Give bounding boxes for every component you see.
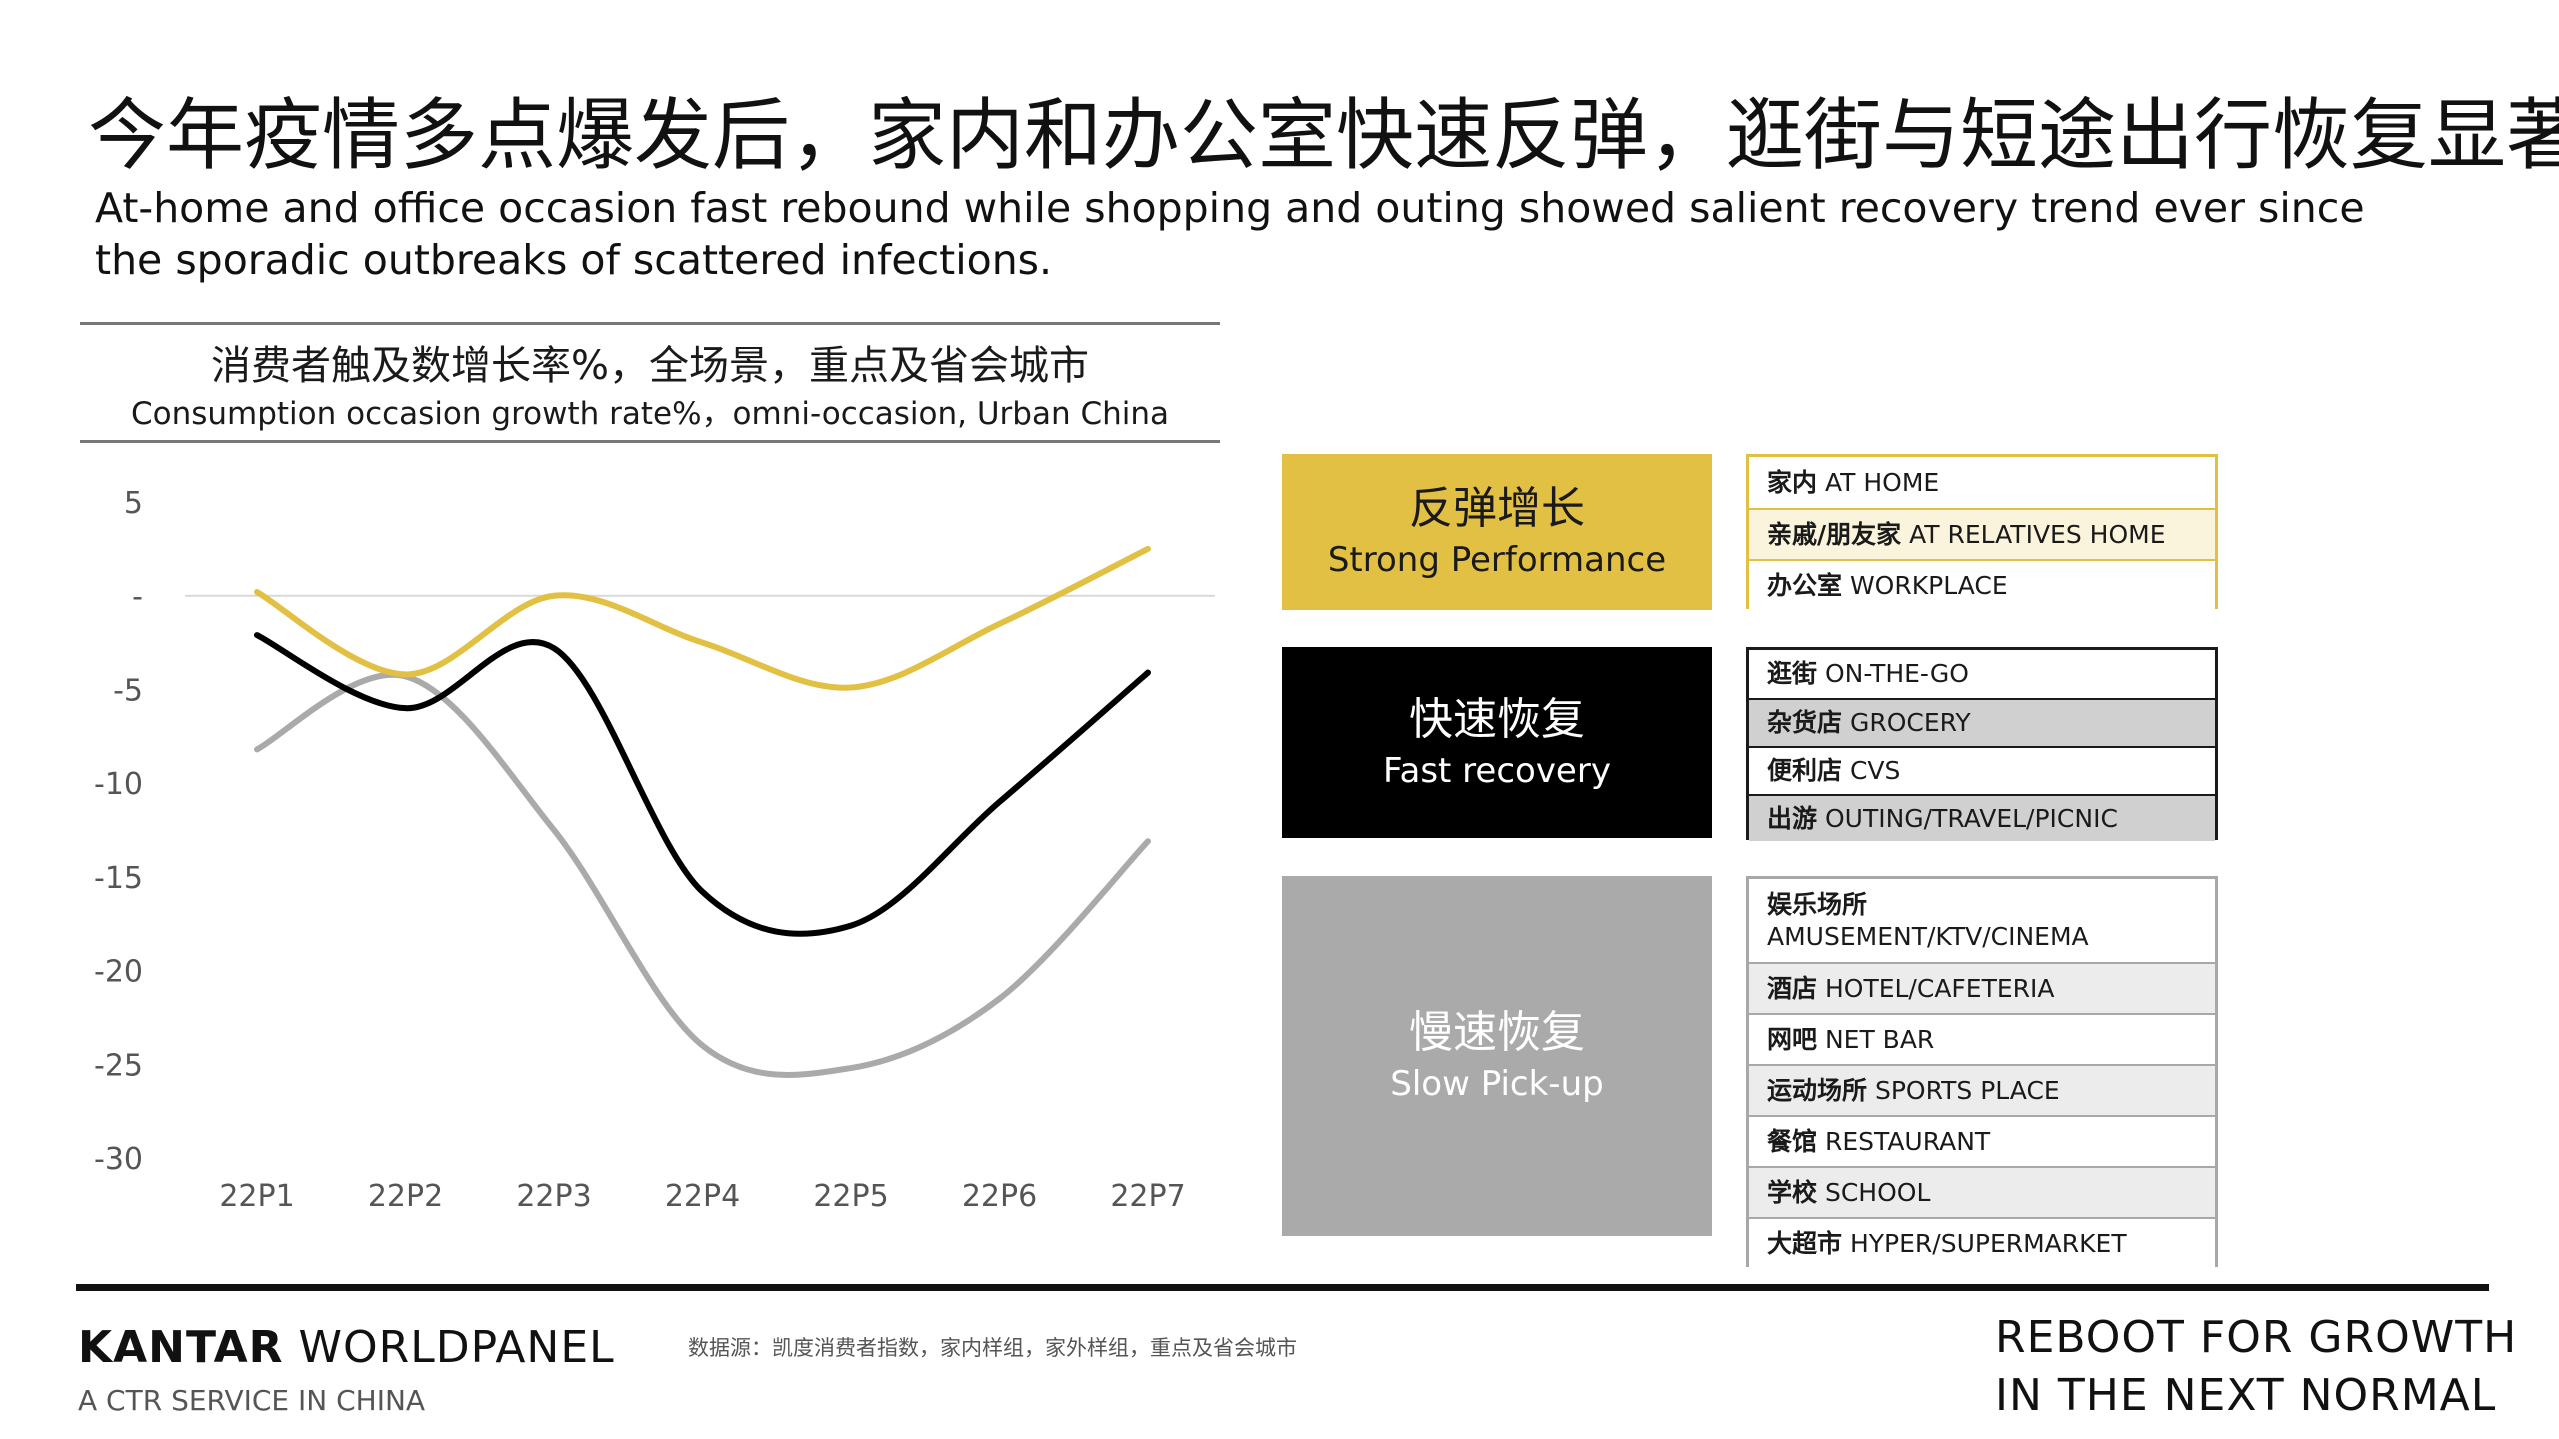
occasion-cn: 家内 xyxy=(1767,467,1818,497)
y-tick-label: -10 xyxy=(94,767,143,802)
group-name-en: Fast recovery xyxy=(1383,750,1611,791)
occasion-item: 餐馆 RESTAURANT xyxy=(1749,1115,2215,1166)
occasion-list-2: 逛街 ON-THE-GO 杂货店 GROCERY 便利店 CVS 出游 OUTING/… xyxy=(1746,647,2218,841)
x-tick-label: 22P2 xyxy=(368,1179,443,1214)
page-subtitle: At-home and office occasion fast rebound… xyxy=(95,184,2365,284)
occasion-cn: 杂货店 xyxy=(1767,708,1843,737)
occasion-en: GROCERY xyxy=(1842,708,1971,737)
occasion-en: AMUSEMENT/KTV/CINEMA xyxy=(1767,921,2089,951)
occasion-item: 逛街 ON-THE-GO xyxy=(1749,650,2215,698)
occasion-en: AT HOME xyxy=(1817,467,1940,497)
x-tick-label: 22P7 xyxy=(1110,1179,1185,1214)
y-tick-label: -20 xyxy=(94,955,143,990)
y-tick-label: -25 xyxy=(94,1048,143,1083)
series-line-1 xyxy=(254,545,1151,691)
chart-title-rule xyxy=(80,440,1220,443)
x-tick-label: 22P1 xyxy=(219,1179,294,1214)
occasion-cn: 大超市 xyxy=(1767,1228,1843,1258)
chart-title: 消费者触及数增长率%，全场景，重点及省会城市 xyxy=(210,343,1089,389)
occasion-en: OUTING/TRAVEL/PICNIC xyxy=(1817,803,2118,833)
y-tick-label: 5 xyxy=(124,486,143,521)
occasion-item: 酒店 HOTEL/CAFETERIA xyxy=(1749,962,2215,1013)
occasion-cn: 亲戚/朋友家 xyxy=(1767,519,1902,549)
occasion-item: 杂货店 GROCERY xyxy=(1749,698,2215,746)
occasion-cn: 娱乐场所 xyxy=(1767,889,1868,919)
x-tick-label: 22P4 xyxy=(665,1179,740,1214)
x-tick-label: 22P5 xyxy=(813,1179,888,1214)
group-box-1: 反弹增长 Strong Performance xyxy=(1282,454,1712,610)
occasion-cn: 运动场所 xyxy=(1767,1075,1868,1105)
occasion-en: CVS xyxy=(1842,756,1901,785)
x-tick-label: 22P3 xyxy=(516,1179,591,1214)
brand-subline: A CTR SERVICE IN CHINA xyxy=(78,1384,426,1417)
tagline-line-2: IN THE NEXT NORMAL xyxy=(1995,1370,2497,1421)
occasion-en: ON-THE-GO xyxy=(1817,659,1969,688)
occasion-en: HOTEL/CAFETERIA xyxy=(1817,973,2055,1003)
growth-line-chart: 5 - -5 -10 -15 -20 -25 -30 22P1 22P2 22P3 22P4 22P5 2… xyxy=(94,486,1215,1214)
occasion-cn: 逛街 xyxy=(1767,659,1818,688)
y-tick-label: - xyxy=(132,580,143,615)
y-tick-label: -15 xyxy=(94,861,143,896)
occasion-item: 学校 SCHOOL xyxy=(1749,1166,2215,1217)
chart-subtitle: Consumption occasion growth rate%，omni-o… xyxy=(130,396,1170,432)
occasion-item: 家内 AT HOME xyxy=(1749,457,2215,508)
group-name-cn: 快速恢复 xyxy=(1409,693,1585,745)
occasion-cn: 出游 xyxy=(1767,803,1818,833)
occasion-cn: 便利店 xyxy=(1767,756,1843,785)
occasion-en: AT RELATIVES HOME xyxy=(1901,519,2166,549)
occasion-item: 网吧 NET BAR xyxy=(1749,1013,2215,1064)
occasion-en: HYPER/SUPERMARKET xyxy=(1842,1228,2127,1258)
tagline-line-1: REBOOT FOR GROWTH xyxy=(1995,1312,2518,1363)
occasion-item: 大超市 HYPER/SUPERMARKET xyxy=(1749,1217,2215,1268)
occasion-en: RESTAURANT xyxy=(1817,1126,1991,1156)
occasion-en: NET BAR xyxy=(1817,1024,1935,1054)
occasion-cn: 办公室 xyxy=(1767,570,1843,600)
footer-rule xyxy=(76,1284,2489,1291)
page-title: 今年疫情多点爆发后，家内和办公室快速反弹，逛街与短途出行恢复显著 xyxy=(88,91,2559,181)
group-name-cn: 反弹增长 xyxy=(1409,483,1585,534)
occasion-item: 出游 OUTING/TRAVEL/PICNIC xyxy=(1749,794,2215,841)
occasion-list-1: 家内 AT HOME 亲戚/朋友家 AT RELATIVES HOME 办公室 WO… xyxy=(1746,454,2218,610)
occasion-cn: 餐馆 xyxy=(1767,1126,1818,1156)
occasion-item: 娱乐场所 AMUSEMENT/KTV/CINEMA xyxy=(1749,879,2215,962)
occasion-item: 办公室 WORKPLACE xyxy=(1749,559,2215,610)
data-source-note: 数据源：凯度消费者指数，家内样组，家外样组，重点及省会城市 xyxy=(688,1336,1297,1360)
group-box-3: 慢速恢复 Slow Pick-up xyxy=(1282,876,1712,1236)
occasion-item: 便利店 CVS xyxy=(1749,746,2215,794)
chart-top-rule xyxy=(80,322,1220,325)
series-line-2 xyxy=(254,632,1151,937)
y-tick-label: -30 xyxy=(94,1142,143,1177)
occasion-cn: 酒店 xyxy=(1767,973,1818,1003)
occasion-cn: 网吧 xyxy=(1767,1024,1818,1054)
x-tick-label: 22P6 xyxy=(962,1179,1037,1214)
brand-logo: KANTAR WORLDPANEL xyxy=(78,1322,615,1373)
occasion-item: 亲戚/朋友家 AT RELATIVES HOME xyxy=(1749,508,2215,559)
occasion-item: 运动场所 SPORTS PLACE xyxy=(1749,1064,2215,1115)
occasion-en: SCHOOL xyxy=(1817,1177,1931,1207)
y-tick-label: -5 xyxy=(113,673,143,708)
series-line-3 xyxy=(254,671,1151,1078)
group-box-2: 快速恢复 Fast recovery xyxy=(1282,647,1712,838)
occasion-en: WORKPLACE xyxy=(1842,570,2008,600)
group-name-cn: 慢速恢复 xyxy=(1409,1007,1585,1058)
group-name-en: Strong Performance xyxy=(1327,540,1667,580)
group-name-en: Slow Pick-up xyxy=(1390,1064,1604,1104)
occasion-en: SPORTS PLACE xyxy=(1867,1075,2060,1105)
occasion-cn: 学校 xyxy=(1767,1177,1818,1207)
occasion-list-3: 娱乐场所 AMUSEMENT/KTV/CINEMA 酒店 HOTEL/CAFETER… xyxy=(1746,876,2218,1268)
